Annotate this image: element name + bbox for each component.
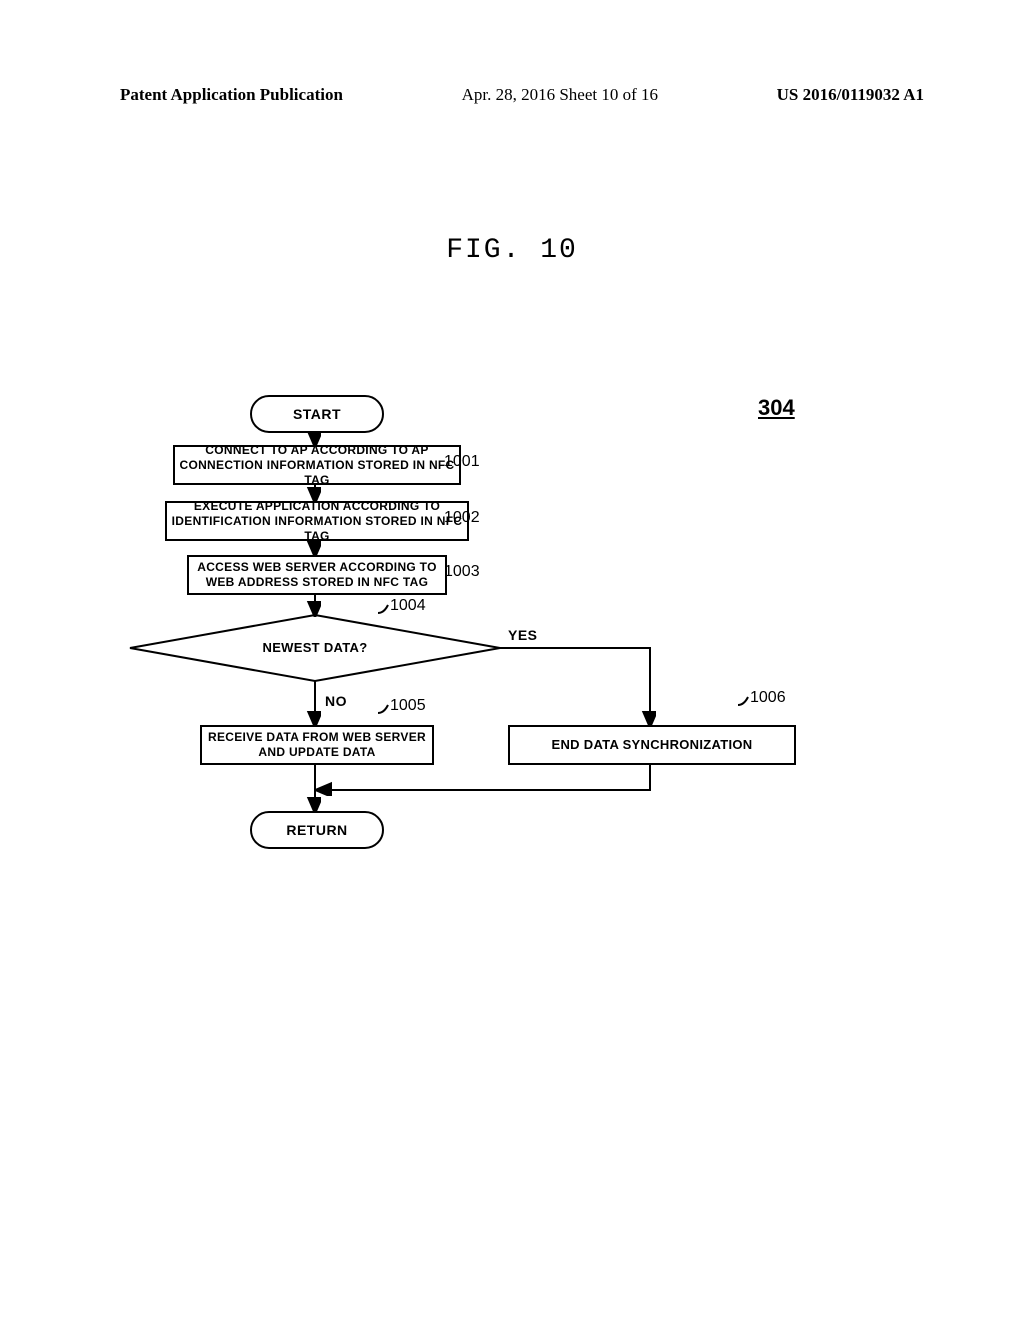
label-1006: 1006 — [750, 689, 786, 707]
process-1001: CONNECT TO AP ACCORDING TO APCONNECTION … — [173, 445, 461, 485]
process-1005: RECEIVE DATA FROM WEB SERVERAND UPDATE D… — [200, 725, 434, 765]
decision-1004-label: NEWEST DATA? — [130, 640, 500, 655]
process-1003: ACCESS WEB SERVER ACCORDING TOWEB ADDRES… — [187, 555, 447, 595]
return-label: RETURN — [286, 822, 347, 838]
branch-no: NO — [325, 693, 347, 709]
start-label: START — [293, 406, 341, 422]
label-1004: 1004 — [390, 597, 426, 615]
start-terminator: START — [250, 395, 384, 433]
branch-yes: YES — [508, 627, 538, 643]
label-1001: 1001 — [444, 453, 480, 471]
header-right: US 2016/0119032 A1 — [777, 85, 924, 105]
page-header: Patent Application Publication Apr. 28, … — [0, 85, 1024, 105]
process-1002: EXECUTE APPLICATION ACCORDING TOIDENTIFI… — [165, 501, 469, 541]
process-1005-label: RECEIVE DATA FROM WEB SERVERAND UPDATE D… — [208, 730, 426, 760]
header-left: Patent Application Publication — [120, 85, 343, 105]
process-1002-label: EXECUTE APPLICATION ACCORDING TOIDENTIFI… — [167, 499, 467, 544]
label-1003: 1003 — [444, 563, 480, 581]
process-1003-label: ACCESS WEB SERVER ACCORDING TOWEB ADDRES… — [197, 560, 436, 590]
process-1001-label: CONNECT TO AP ACCORDING TO APCONNECTION … — [175, 443, 459, 488]
flowchart: START CONNECT TO AP ACCORDING TO APCONNE… — [130, 395, 900, 895]
header-center: Apr. 28, 2016 Sheet 10 of 16 — [462, 85, 658, 105]
return-terminator: RETURN — [250, 811, 384, 849]
process-1006: END DATA SYNCHRONIZATION — [508, 725, 796, 765]
label-1005: 1005 — [390, 697, 426, 715]
label-1002: 1002 — [444, 509, 480, 527]
process-1006-label: END DATA SYNCHRONIZATION — [552, 737, 753, 753]
figure-title: FIG. 10 — [0, 235, 1024, 266]
